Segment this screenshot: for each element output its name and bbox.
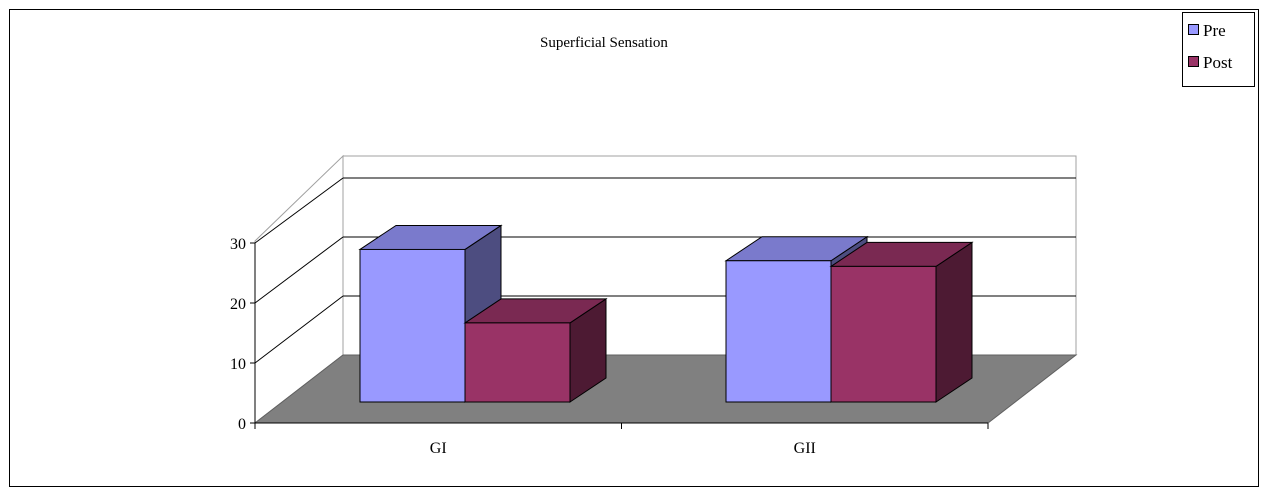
- legend-swatch-post: [1188, 56, 1199, 67]
- legend-swatch-pre: [1188, 24, 1199, 35]
- legend: Pre Post: [1182, 12, 1255, 87]
- bar-gii-post: [830, 265, 937, 403]
- bar-gii-post-side: [935, 241, 973, 403]
- bar-gi-post: [464, 322, 571, 403]
- legend-label-post: Post: [1203, 53, 1233, 72]
- chart-title: Superficial Sensation: [540, 35, 668, 51]
- gridline-side-10: [254, 295, 344, 364]
- bar-gi-pre: [359, 248, 466, 403]
- chart-frame: [9, 9, 1259, 487]
- y-tick-label-20: 20: [230, 296, 246, 313]
- legend-label-pre: Pre: [1203, 21, 1226, 40]
- x-tick-label-gi: GI: [430, 440, 447, 457]
- x-tick-label-gii: GII: [794, 440, 816, 457]
- gridline-side-20: [254, 236, 344, 304]
- legend-item-post: Post: [1188, 53, 1232, 73]
- y-tick-label-30: 30: [230, 236, 246, 253]
- y-tick-label-10: 10: [230, 356, 246, 373]
- bar-gii-pre: [725, 260, 832, 403]
- y-tick-label-0: 0: [238, 416, 246, 433]
- gridline-side-30: [254, 177, 344, 244]
- legend-item-pre: Pre: [1188, 21, 1226, 41]
